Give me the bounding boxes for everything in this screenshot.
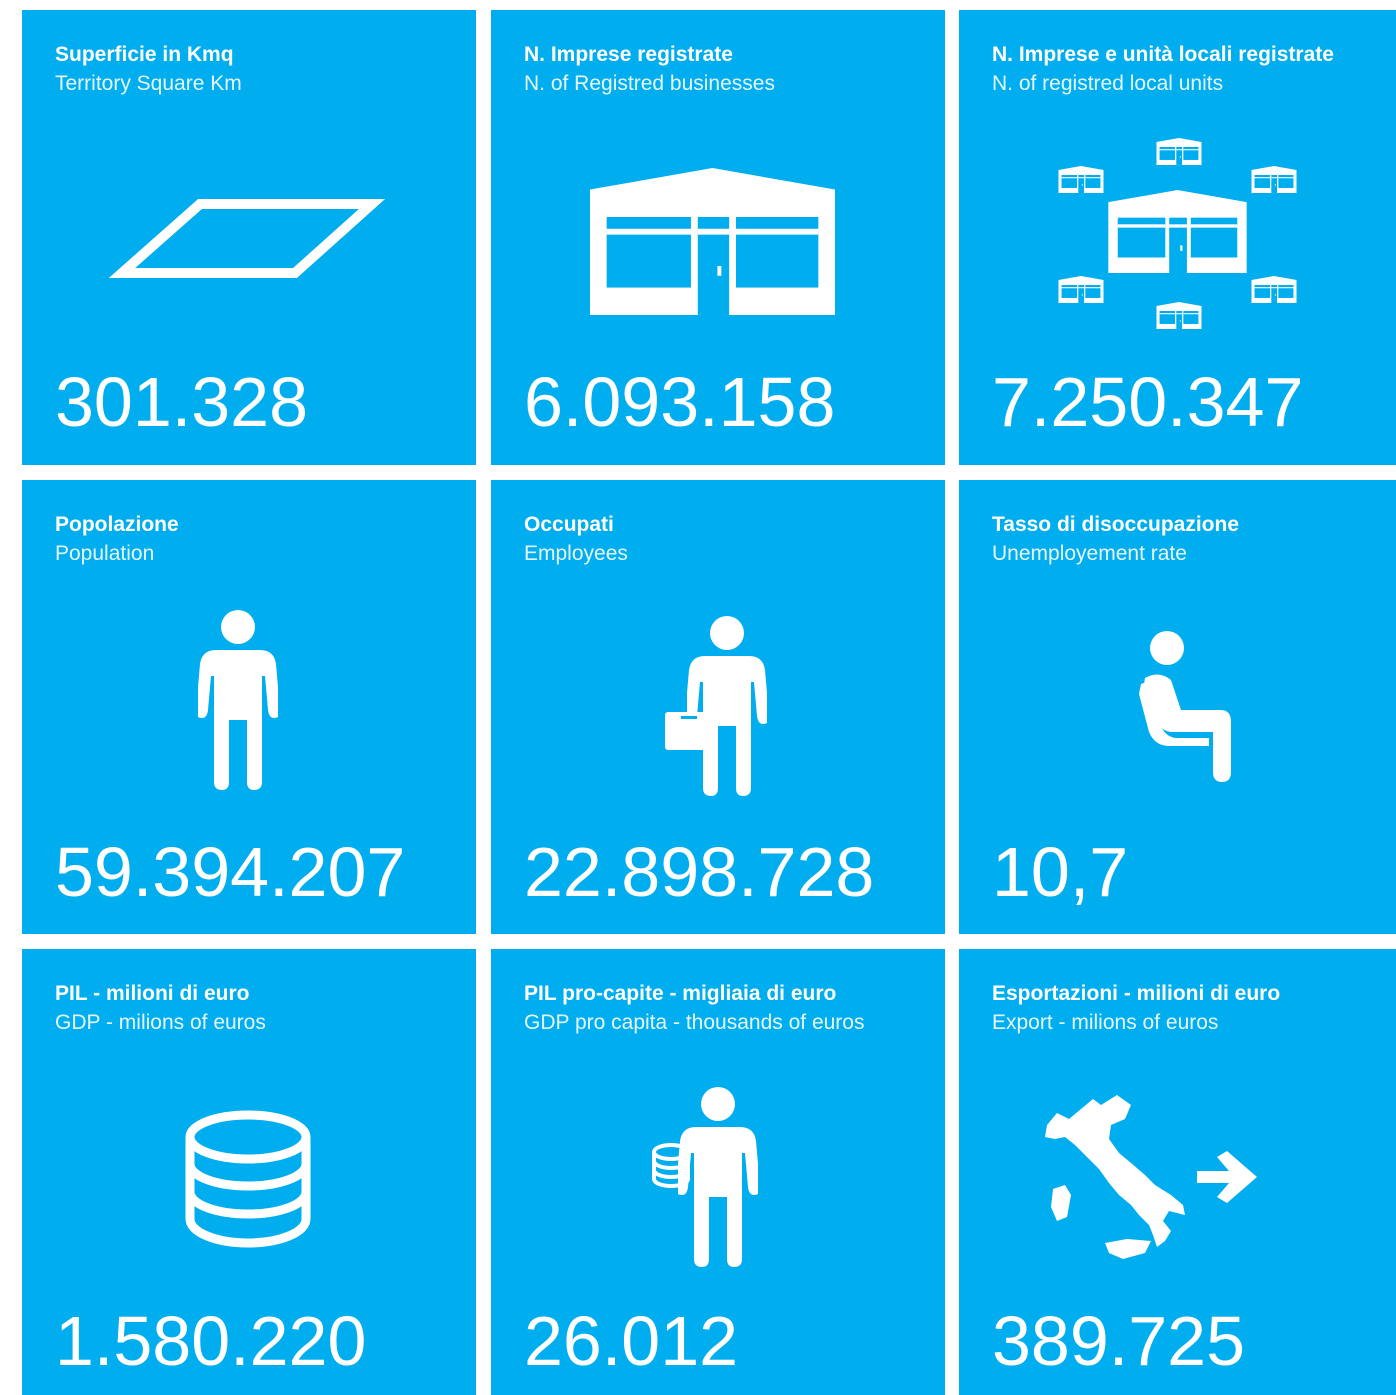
tile-value: 59.394.207 [55, 833, 405, 911]
tile-subtitle: GDP - milions of euros [55, 1011, 266, 1034]
tile-value: 10,7 [992, 833, 1128, 911]
tile-subtitle: Employees [524, 542, 628, 565]
tile-value: 301.328 [55, 363, 308, 441]
tile-title: N. Imprese registrate [524, 43, 733, 66]
tile-value: 26.012 [524, 1302, 738, 1380]
italy-export-icon [1045, 1095, 1257, 1259]
tile-title: N. Imprese e unità locali registrate [992, 43, 1334, 66]
tile: N. Imprese registrate N. of Registred bu… [491, 10, 945, 465]
tile-subtitle: Territory Square Km [55, 72, 242, 95]
tile-value: 6.093.158 [524, 363, 835, 441]
tile: Tasso di disoccupazione Unemployement ra… [959, 480, 1396, 934]
tile-subtitle: Unemployement rate [992, 542, 1187, 565]
tile-subtitle: N. of Registred businesses [524, 72, 775, 95]
coins-icon [185, 1110, 311, 1248]
area-icon [108, 199, 386, 278]
tile-title: PIL - milioni di euro [55, 982, 249, 1005]
tile: Superficie in Kmq Territory Square Km 30… [22, 10, 476, 465]
tile-value: 7.250.347 [992, 363, 1303, 441]
tile-background [22, 949, 476, 1395]
tile: Popolazione Population 59.394.207 [22, 480, 476, 934]
tile-title: Tasso di disoccupazione [992, 513, 1239, 536]
tile-title: Popolazione [55, 513, 179, 536]
tile: Occupati Employees 22.898.728 [491, 480, 945, 934]
tile-title: Esportazioni - milioni di euro [992, 982, 1280, 1005]
tile: PIL - milioni di euro GDP - milions of e… [22, 949, 476, 1395]
tile-background [959, 949, 1396, 1395]
seated-person-icon [1139, 631, 1231, 782]
tile-title: Occupati [524, 513, 614, 536]
person-coins-icon [652, 1087, 758, 1267]
tile-title: Superficie in Kmq [55, 43, 234, 66]
employee-icon [665, 616, 767, 796]
tile-subtitle: Population [55, 542, 154, 565]
tile-title: PIL pro-capite - migliaia di euro [524, 982, 836, 1005]
tile-background [22, 10, 476, 465]
tile-value: 1.580.220 [55, 1302, 366, 1380]
tile-subtitle: N. of registred local units [992, 72, 1223, 95]
tile: PIL pro-capite - migliaia di euro GDP pr… [491, 949, 945, 1395]
tile: N. Imprese e unità locali registrate N. … [959, 10, 1396, 465]
tile-value: 389.725 [992, 1302, 1245, 1380]
tile: Esportazioni - milioni di euro Export - … [959, 949, 1396, 1395]
tile-subtitle: GDP pro capita - thousands of euros [524, 1011, 864, 1034]
tile-subtitle: Export - milions of euros [992, 1011, 1218, 1034]
tile-value: 22.898.728 [524, 833, 874, 911]
building-icon [590, 168, 835, 315]
